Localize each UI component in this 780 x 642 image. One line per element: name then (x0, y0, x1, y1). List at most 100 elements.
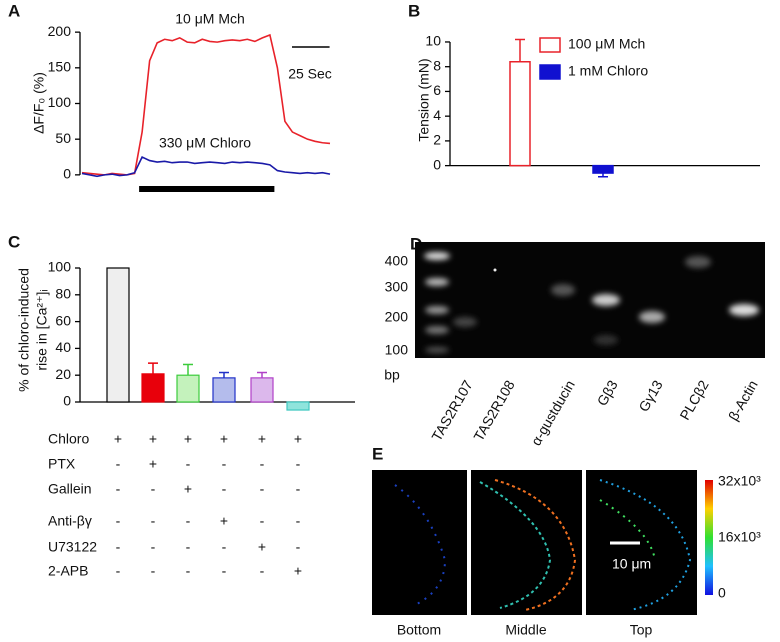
y-tick-label: 10 (425, 33, 441, 49)
line-series (81, 33, 331, 176)
legend-swatch (539, 37, 561, 53)
treatment-sign: + (184, 431, 192, 447)
y-tick-label: 6 (433, 82, 441, 98)
bar (250, 377, 274, 403)
lane-label: Gβ3 (594, 377, 621, 408)
treatment-sign: - (151, 539, 156, 555)
treatment-sign: + (149, 431, 157, 447)
y-tick-label: 20 (55, 366, 71, 382)
scale-bar-label: 25 Sec (288, 66, 332, 82)
y-axis-label: Tension (mN) (416, 58, 432, 141)
bar (286, 401, 310, 411)
colorbar-label: 16x10³ (718, 529, 761, 545)
treatment-sign: - (222, 456, 227, 472)
size-marker-label: 200 (385, 309, 409, 325)
panel-label: C (8, 232, 20, 251)
size-marker-label: 400 (385, 253, 409, 269)
treatment-sign: - (296, 481, 301, 497)
treatment-sign: - (116, 513, 121, 529)
legend-label: 100 μM Mch (568, 36, 645, 52)
treatment-name: Chloro (48, 431, 89, 447)
colorbar-label: 32x10³ (718, 473, 761, 489)
y-tick-label: 100 (48, 259, 72, 275)
treatment-sign: - (296, 456, 301, 472)
treatment-sign: + (294, 431, 302, 447)
treatment-sign: - (260, 513, 265, 529)
treatment-sign: - (116, 456, 121, 472)
lane-label: α-gustducin (528, 377, 578, 448)
treatment-sign: - (260, 563, 265, 579)
y-tick-label: 50 (55, 130, 71, 146)
lane-label: TAS2R107 (428, 377, 476, 444)
y-axis-label: % of chloro-induced (16, 268, 32, 392)
annotation: 330 μM Chloro (159, 135, 251, 151)
treatment-sign: + (149, 456, 157, 472)
treatment-sign: - (186, 563, 191, 579)
treatment-sign: + (294, 563, 302, 579)
y-tick-label: 8 (433, 57, 441, 73)
y-tick-label: 4 (433, 107, 441, 123)
lane-label: PLCβ2 (676, 377, 711, 422)
bar (106, 267, 130, 403)
lane-label: β-Actin (725, 377, 761, 423)
stimulus-bar (139, 186, 275, 192)
y-tick-label: 80 (55, 286, 71, 302)
bar (141, 373, 165, 403)
treatment-name: U73122 (48, 539, 97, 555)
legend-label: 1 mM Chloro (568, 63, 648, 79)
view-label: Middle (505, 622, 546, 638)
y-tick-label: 0 (63, 166, 71, 182)
treatment-sign: - (151, 563, 156, 579)
y-tick-label: 0 (433, 156, 441, 172)
treatment-sign: + (258, 431, 266, 447)
y-tick-label: 60 (55, 312, 71, 328)
lane-label: Gγ13 (635, 377, 666, 414)
scale-bar-label: 10 μm (612, 556, 651, 572)
treatment-sign: + (258, 539, 266, 555)
view-label: Top (630, 622, 653, 638)
y-tick-label: 100 (48, 94, 72, 110)
bar (176, 374, 200, 403)
panel-label: B (408, 1, 420, 20)
treatment-sign: - (186, 456, 191, 472)
treatment-sign: + (220, 513, 228, 529)
bar (212, 377, 236, 403)
treatment-sign: - (296, 513, 301, 529)
treatment-sign: - (222, 481, 227, 497)
size-marker-label: 300 (385, 279, 409, 295)
y-axis-label: ΔF/F₀ (%) (31, 72, 47, 134)
treatment-sign: + (184, 481, 192, 497)
treatment-sign: - (260, 456, 265, 472)
treatment-sign: - (296, 539, 301, 555)
legend-swatch (539, 64, 561, 80)
y-tick-label: 150 (48, 59, 72, 75)
y-tick-label: 2 (433, 132, 441, 148)
y-axis-label: rise in [Ca²⁺]ᵢ (34, 289, 50, 370)
treatment-sign: + (220, 431, 228, 447)
treatment-sign: - (222, 539, 227, 555)
treatment-sign: - (186, 539, 191, 555)
lane-label: TAS2R108 (470, 377, 518, 444)
panel-label: E (372, 444, 383, 463)
treatment-sign: - (222, 563, 227, 579)
treatment-name: PTX (48, 456, 76, 472)
size-marker-label: 100 (385, 342, 409, 358)
microscopy-images (372, 470, 713, 615)
treatment-sign: - (116, 481, 121, 497)
treatment-sign: + (114, 431, 122, 447)
unit-label: bp (384, 367, 400, 383)
bar (592, 164, 614, 174)
bar (509, 61, 531, 167)
treatment-name: Anti-βγ (48, 513, 92, 529)
treatment-sign: - (260, 481, 265, 497)
annotation: 10 μM Mch (175, 11, 245, 27)
line-series (81, 155, 331, 178)
treatment-name: 2-APB (48, 563, 88, 579)
panel-label: A (8, 1, 20, 20)
treatment-sign: - (151, 513, 156, 529)
treatment-sign: - (151, 481, 156, 497)
colorbar-label: 0 (718, 585, 726, 601)
gel-image (415, 242, 765, 358)
treatment-sign: - (116, 563, 121, 579)
